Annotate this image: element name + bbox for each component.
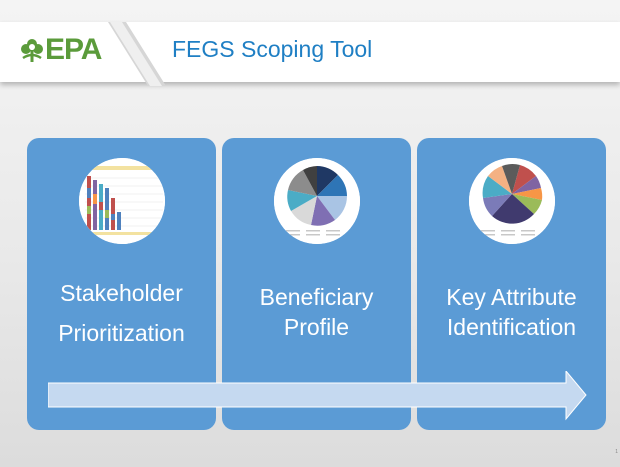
card-line-2: Profile [283, 314, 350, 340]
card-line-2: Identification [446, 314, 577, 340]
card-stakeholder-prioritization: Stakeholder Prioritization [27, 138, 216, 430]
page-number: 1 [615, 449, 618, 455]
process-arrow [48, 371, 587, 421]
epa-flower-icon [21, 39, 43, 62]
card-line-1: Stakeholder [60, 280, 183, 306]
epa-logo-text: EPA [45, 33, 102, 66]
slide-title: FEGS Scoping Tool [172, 36, 373, 62]
bar-chart-thumbnail [78, 158, 165, 244]
card-line-2: Prioritization [58, 320, 185, 346]
card-line-1: Key Attribute [446, 284, 577, 310]
pie-chart-thumbnail [468, 158, 555, 244]
epa-logo: EPA [20, 30, 102, 70]
card-key-attribute-identification: Key Attribute Identification [417, 138, 606, 430]
card-line-1: Beneficiary [259, 284, 374, 310]
header-divider [108, 22, 166, 86]
card-beneficiary-profile: Beneficiary Profile [222, 138, 411, 430]
pie-chart-thumbnail [273, 158, 360, 244]
header-bar [0, 22, 620, 82]
